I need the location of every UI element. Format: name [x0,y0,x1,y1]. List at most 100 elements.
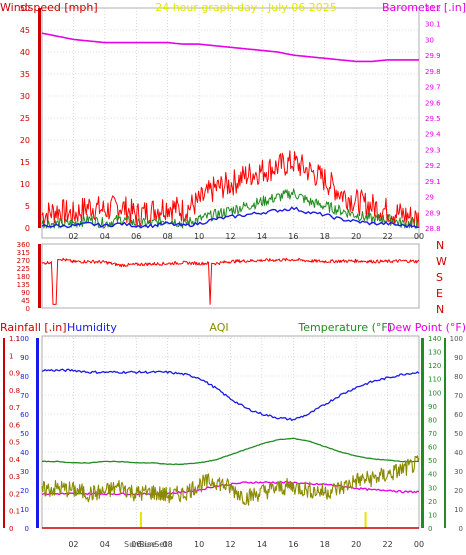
direction-compass-label: E [436,287,443,300]
sunrise-label: SunRise [124,540,156,549]
barometer-axis-title: Barometer [.in] [382,1,466,14]
temp-x-tick-label: 02 [68,540,78,549]
wind-y-tick-label: 30 [20,92,30,101]
barometer-tick-label: 30.1 [425,21,441,29]
temp-x-tick-label: 06 [131,540,141,549]
wind-y-tick-label: 0 [25,224,30,233]
barometer-tick-label: 29 [425,194,434,202]
direction-tick-label: 180 [17,273,30,281]
temperature-tick-label: 140 [428,335,441,343]
rainfall-tick-label: 0.2 [9,490,20,498]
wind-y-tick-label: 35 [20,70,30,79]
dewpoint-tick-label: 70 [454,392,463,400]
wind-direction-series-line [41,257,420,305]
rainfall-tick-label: 1 [9,352,13,360]
wind-x-tick-label: 16 [288,232,298,241]
humidity-series-line [41,368,420,422]
direction-tick-label: 90 [21,289,30,297]
aqi-series-line [41,455,420,506]
barometer-tick-label: 29.8 [425,68,441,76]
wind-x-tick-label: 02 [68,232,78,241]
barometer-tick-label: 29.3 [425,146,441,154]
temp-x-tick-label: 04 [100,540,110,549]
direction-axis-bar [38,244,41,308]
barometer-tick-label: 29.7 [425,84,441,92]
temperature-series-line [41,437,419,466]
temperature-tick-label: 90 [428,403,437,411]
humidity-tick-label: 80 [20,373,29,381]
wind-axis-bar [38,8,41,228]
barometer-tick-label: 30 [425,36,434,44]
temp-x-tick-label: 18 [320,540,330,549]
wind-axis-title: Windspeed [mph] [0,1,98,14]
wind-x-tick-label: 14 [257,232,267,241]
temperature-tick-label: 20 [428,498,437,506]
direction-tick-label: 315 [17,249,30,257]
wind-x-tick-label: 00 [414,232,424,241]
barometer-series-line [41,32,419,63]
temp-x-tick-label: 10 [194,540,204,549]
temperature-axis-title: Temperature (°F) [297,321,392,334]
axes-layer: 02 04 06 08 10 12 14 16 18 20 22 000510152025303540… [3,4,463,549]
barometer-tick-label: 29.9 [425,52,441,60]
rainfall-tick-label: 1.1 [9,335,20,343]
humidity-axis-bar [36,338,39,528]
temperature-tick-label: 110 [428,376,441,384]
temp-x-tick-label: 22 [382,540,392,549]
rainfall-tick-label: 0.8 [9,387,20,395]
humidity-tick-label: 60 [20,411,29,419]
wind-y-tick-label: 25 [20,114,30,123]
humidity-tick-label: 20 [20,487,29,495]
rainfall-tick-label: 0.6 [9,421,21,429]
sun-marker [139,512,142,528]
temperature-tick-label: 30 [428,484,437,492]
average-series-line [41,206,420,229]
humidity-tick-label: 10 [20,506,29,514]
temperature-tick-label: 0 [428,525,432,533]
sun-marker [364,512,367,528]
rainfall-tick-label: 0.7 [9,404,20,412]
wind-x-tick-label: 20 [351,232,361,241]
wind-y-tick-label: 15 [20,158,30,167]
temperature-axis-bar [421,338,424,528]
humidity-tick-label: 100 [16,335,29,343]
direction-tick-label: 0 [26,305,30,313]
barometer-tick-label: 30.2 [425,5,441,13]
humidity-tick-label: 40 [20,449,29,457]
direction-compass-label: N [436,303,444,316]
series-layer [41,32,420,529]
dewpoint-tick-label: 80 [454,373,463,381]
barometer-tick-label: 28.8 [425,225,441,233]
wind-y-tick-label: 50 [20,4,30,13]
humidity-tick-label: 50 [20,430,29,438]
humidity-tick-label: 70 [20,392,29,400]
wind-x-tick-label: 10 [194,232,204,241]
rainfall-axis-title: Rainfall [.in] [0,321,67,334]
barometer-tick-label: 29.4 [425,131,441,139]
wind-x-tick-label: 06 [131,232,141,241]
wind-y-tick-label: 20 [20,136,30,145]
temp-x-tick-label: 08 [163,540,173,549]
wind-panel-frame [41,7,420,239]
rainfall-tick-label: 0.9 [9,370,20,378]
barometer-tick-label: 29.6 [425,99,441,107]
temperature-tick-label: 50 [428,457,437,465]
direction-compass-label: S [436,271,443,284]
temperature-tick-label: 70 [428,430,437,438]
windspeed-series-line [41,188,420,229]
dewpoint-tick-label: 0 [459,525,463,533]
dewpoint-tick-label: 30 [454,468,463,476]
dewpoint-axis-title: Dew Point (°F) [387,321,466,334]
wind-x-tick-label: 04 [100,232,110,241]
wind-x-tick-label: 08 [163,232,173,241]
temperature-tick-label: 80 [428,416,437,424]
dewpoint-tick-label: 90 [454,354,463,362]
direction-compass-label: N [436,239,444,252]
humidity-tick-label: 90 [20,354,29,362]
rainfall-tick-label: 0.1 [9,508,20,516]
rainfall-axis-bar [3,338,5,528]
dewpoint-tick-label: 20 [454,487,463,495]
wind-y-tick-label: 45 [20,26,30,35]
